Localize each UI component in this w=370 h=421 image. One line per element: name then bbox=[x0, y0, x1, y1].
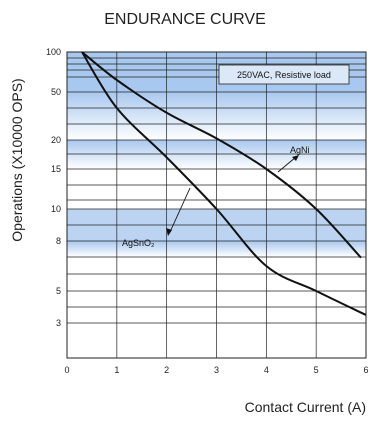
y-tick-label-20: 20 bbox=[51, 135, 61, 145]
y-axis-label: Operations (X10000 OPS) bbox=[9, 78, 25, 241]
series-label-agni: AgNi bbox=[290, 145, 310, 155]
x-tick-label-4: 4 bbox=[264, 365, 269, 375]
agni-leader-line bbox=[277, 156, 297, 173]
annotation-box bbox=[218, 64, 350, 85]
series-lines bbox=[81, 51, 367, 316]
annotation-text: 250VAC, Resistive load bbox=[237, 70, 331, 80]
x-tick-label-2: 2 bbox=[164, 365, 169, 375]
agsno2-leader-line bbox=[169, 187, 191, 233]
chart-title: ENDURANCE CURVE bbox=[104, 11, 266, 28]
x-axis-label: Contact Current (A) bbox=[245, 399, 366, 415]
y-tick-label-100: 100 bbox=[46, 47, 61, 57]
agni-leader-arrow bbox=[292, 155, 299, 161]
agsno2-leader-arrow bbox=[166, 228, 172, 236]
y-tick-label-15: 15 bbox=[51, 164, 61, 174]
y-tick-label-10: 10 bbox=[51, 204, 61, 214]
y-tick-label-8: 8 bbox=[56, 236, 61, 246]
y-tick-label-5: 5 bbox=[56, 286, 61, 296]
y-tick-label-3: 3 bbox=[56, 318, 61, 328]
x-tick-label-3: 3 bbox=[214, 365, 219, 375]
y-tick-label-50: 50 bbox=[51, 87, 61, 97]
y-ticks: 3 5 8 10 15 20 50 100 bbox=[46, 47, 61, 328]
series-line-0 bbox=[81, 51, 362, 259]
series-line-1 bbox=[81, 51, 367, 316]
x-tick-label-6: 6 bbox=[363, 365, 368, 375]
x-tick-label-5: 5 bbox=[314, 365, 319, 375]
x-tick-label-1: 1 bbox=[114, 365, 119, 375]
series-label-agsno2: AgSnO₂ bbox=[122, 238, 155, 248]
x-ticks: 0 1 2 3 4 5 6 bbox=[64, 365, 368, 375]
plot-frame bbox=[66, 51, 367, 359]
x-tick-label-0: 0 bbox=[64, 365, 69, 375]
